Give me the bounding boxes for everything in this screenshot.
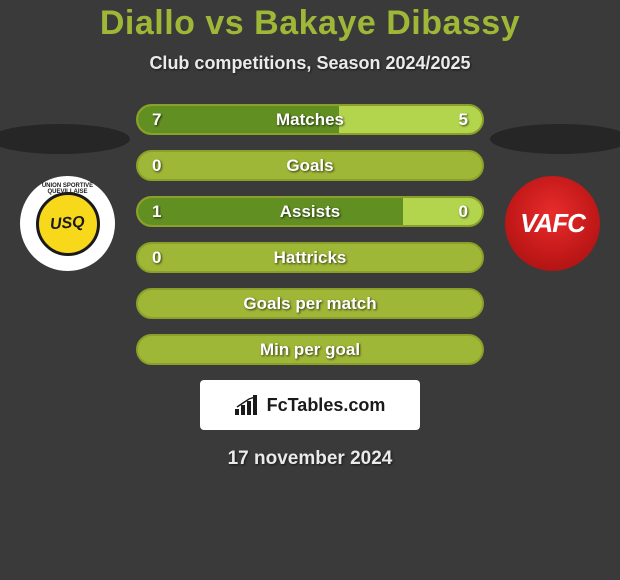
infographic-date: 17 november 2024 [0,448,620,470]
stat-value-right: 0 [459,198,468,225]
fctables-icon [235,395,261,415]
comparison-bars: Matches75Goals0Assists10Hattricks0Goals … [136,104,484,365]
stat-value-left: 7 [152,106,161,133]
infographic-container: Diallo vs Bakaye Dibassy Club competitio… [0,0,620,580]
shadow-ellipse-right [490,124,620,154]
stat-label: Matches [138,106,482,133]
comparison-title: Diallo vs Bakaye Dibassy [0,4,620,43]
brand-box[interactable]: FcTables.com [200,380,420,430]
team-right-abbr: VAFC [520,208,585,239]
shadow-ellipse-left [0,124,130,154]
stat-value-left: 1 [152,198,161,225]
stat-value-right: 5 [459,106,468,133]
team-logo-right: VAFC [505,176,600,271]
stat-bar: Matches7 5 [136,104,484,135]
team-left-inner: USQ [36,192,100,256]
stat-value-left: 0 [152,152,161,179]
stat-label: Goals per match [138,290,482,317]
stat-label: Assists [138,198,482,225]
stat-bar: Assists1 0 [136,196,484,227]
stat-value-left: 0 [152,244,161,271]
stat-bar: Goals per match [136,288,484,319]
stat-bar: Min per goal [136,334,484,365]
stat-label: Goals [138,152,482,179]
team-left-abbr: USQ [50,213,86,233]
comparison-subtitle: Club competitions, Season 2024/2025 [0,53,620,74]
stat-bar: Hattricks0 [136,242,484,273]
stat-label: Min per goal [138,336,482,363]
brand-label: FcTables.com [267,395,386,416]
team-left-arc-text: UNION SPORTIVE QUEVILLAISE [24,183,112,195]
stat-label: Hattricks [138,244,482,271]
team-logo-left: UNION SPORTIVE QUEVILLAISE USQ [20,176,115,271]
stat-bar: Goals0 [136,150,484,181]
